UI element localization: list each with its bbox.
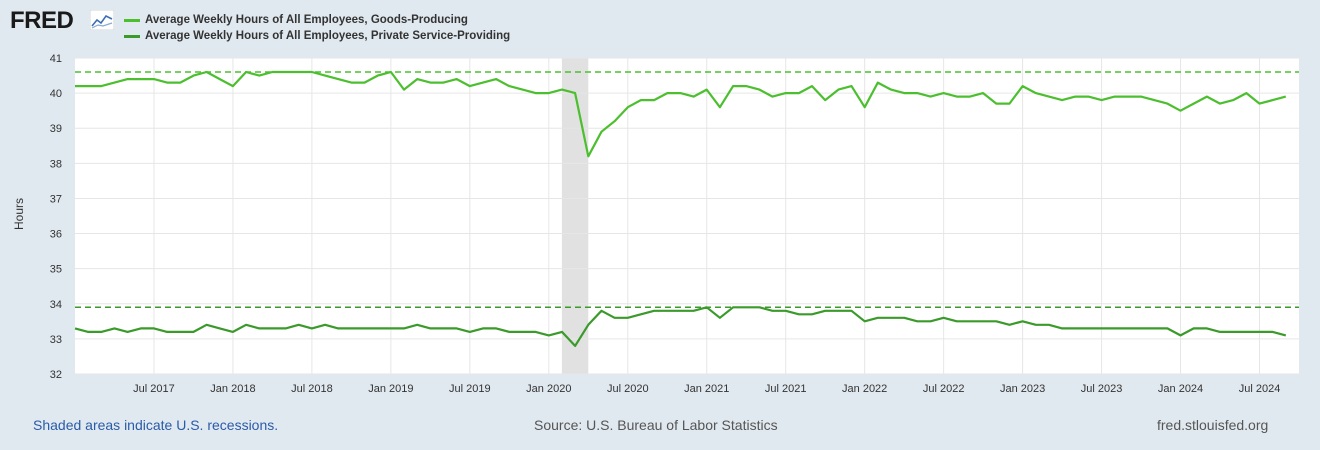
y-tick-label: 38 xyxy=(50,158,62,170)
legend-label-services: Average Weekly Hours of All Employees, P… xyxy=(145,30,511,42)
source-text: Source: U.S. Bureau of Labor Statistics xyxy=(534,417,778,433)
x-tick-label: Jul 2022 xyxy=(923,383,965,395)
x-tick-label: Jul 2020 xyxy=(607,383,649,395)
y-tick-label: 32 xyxy=(50,369,62,381)
plot-area xyxy=(75,58,1299,374)
x-tick-label: Jul 2024 xyxy=(1239,383,1281,395)
fred-logo[interactable]: FRED xyxy=(10,7,74,34)
x-tick-label: Jan 2020 xyxy=(526,383,571,395)
legend-item-services[interactable]: Average Weekly Hours of All Employees, P… xyxy=(124,28,510,44)
y-tick-label: 36 xyxy=(50,229,62,241)
x-tick-label: Jan 2023 xyxy=(1000,383,1045,395)
y-tick-label: 39 xyxy=(50,123,62,135)
series-line-services xyxy=(74,306,1287,347)
x-tick-label: Jul 2017 xyxy=(133,383,175,395)
y-tick-label: 34 xyxy=(50,299,62,311)
x-tick-label: Jan 2018 xyxy=(210,383,255,395)
chart-line-icon xyxy=(90,10,114,30)
y-tick-label: 37 xyxy=(50,193,62,205)
recession-shading xyxy=(561,58,589,374)
legend-label-goods: Average Weekly Hours of All Employees, G… xyxy=(145,14,468,26)
chart-legend: Average Weekly Hours of All Employees, G… xyxy=(124,12,510,44)
x-tick-label: Jul 2019 xyxy=(449,383,491,395)
x-tick-label: Jan 2021 xyxy=(684,383,729,395)
x-tick-label: Jul 2023 xyxy=(1081,383,1123,395)
legend-swatch-services xyxy=(124,34,140,38)
x-tick-label: Jul 2018 xyxy=(291,383,333,395)
line-chart[interactable]: 32 33 34 35 36 37 38 39 40 41 Jul 2017 Jan 2018 Jul … xyxy=(0,0,1320,400)
legend-swatch-goods xyxy=(124,18,140,22)
series-line-goods xyxy=(75,70,1287,158)
x-tick-label: Jan 2019 xyxy=(368,383,413,395)
x-tick-label: Jan 2022 xyxy=(842,383,887,395)
y-tick-label: 35 xyxy=(50,264,62,276)
x-tick-label: Jan 2024 xyxy=(1158,383,1203,395)
recession-note[interactable]: Shaded areas indicate U.S. recessions. xyxy=(33,417,279,433)
x-tick-label: Jul 2021 xyxy=(765,383,807,395)
y-tick-label: 33 xyxy=(50,334,62,346)
y-tick-label: 40 xyxy=(50,88,62,100)
y-tick-label: 41 xyxy=(50,53,62,65)
legend-item-goods[interactable]: Average Weekly Hours of All Employees, G… xyxy=(124,12,510,28)
site-link[interactable]: fred.stlouisfed.org xyxy=(1157,417,1269,433)
